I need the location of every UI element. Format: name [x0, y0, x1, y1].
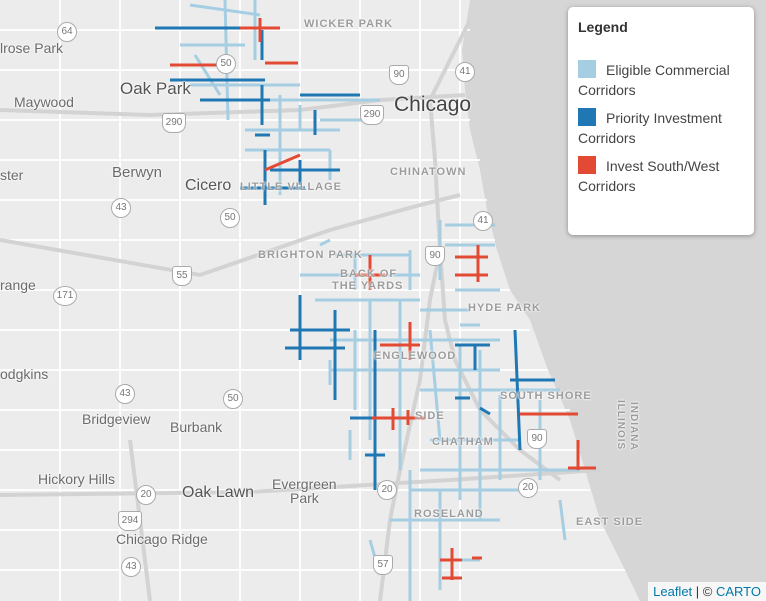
- route-shield-43: 43: [111, 198, 131, 218]
- place-label-evergreen-park-1: Evergreen: [272, 476, 337, 492]
- legend-label-invest-south-west: Invest South/West Corridors: [578, 158, 720, 194]
- place-label-back-of-the-yards-2: THE YARDS: [332, 280, 404, 292]
- place-label-oak-park: Oak Park: [120, 79, 191, 98]
- place-label-evergreen-park-2: Park: [290, 490, 319, 506]
- attribution-separator: | ©: [692, 584, 716, 599]
- legend-title: Legend: [578, 19, 628, 35]
- place-label-cicero: Cicero: [185, 177, 232, 194]
- place-label-wicker-park: WICKER PARK: [304, 18, 394, 30]
- route-shield-50-cicero: 50: [220, 208, 240, 228]
- route-shield-171: 171: [53, 286, 77, 306]
- place-label-chicago: Chicago: [394, 93, 472, 116]
- place-label-chinatown: CHINATOWN: [390, 166, 467, 178]
- legend-item-invest-south-west: Invest South/West Corridors: [578, 156, 744, 196]
- place-label-range: range: [0, 277, 36, 293]
- place-label-brighton-park: BRIGHTON PARK: [258, 249, 363, 261]
- place-label-maywood: Maywood: [14, 94, 74, 110]
- place-label-indiana: INDIANA: [628, 402, 639, 451]
- place-label-back-of-the-yards-1: BACK OF: [340, 268, 398, 280]
- legend-swatch-invest-south-west: [578, 156, 596, 174]
- legend-label-priority: Priority Investment Corridors: [578, 110, 722, 146]
- place-label-elmwood-park: lrose Park: [0, 40, 64, 56]
- place-label-south-side: SIDE: [415, 410, 445, 422]
- place-label-south-shore: SOUTH SHORE: [500, 390, 592, 402]
- legend-swatch-eligible: [578, 60, 596, 78]
- place-label-berwyn: Berwyn: [112, 164, 163, 181]
- route-shield-20-east: 20: [518, 478, 538, 498]
- place-label-bridgeview: Bridgeview: [82, 411, 151, 427]
- place-label-hyde-park: HYDE PARK: [468, 302, 541, 314]
- interstate-shield-294: 294: [118, 511, 142, 531]
- carto-link[interactable]: CARTO: [715, 584, 761, 599]
- legend-panel: Legend Eligible Commercial Corridors Pri…: [568, 7, 754, 235]
- place-label-englewood: ENGLEWOOD: [374, 350, 457, 362]
- map-attribution: Leaflet | © CARTO: [648, 582, 766, 601]
- route-shield-50-south: 50: [223, 389, 243, 409]
- route-shield-41: 41: [455, 62, 475, 82]
- route-shield-50: 50: [216, 54, 236, 74]
- place-label-chicago-ridge: Chicago Ridge: [116, 531, 208, 547]
- place-label-odgkins: odgkins: [0, 366, 49, 382]
- place-label-ster: ster: [0, 167, 24, 183]
- interstate-shield-57: 57: [373, 555, 393, 575]
- place-label-oak-lawn: Oak Lawn: [182, 484, 255, 501]
- place-label-illinois: ILLINOIS: [615, 400, 626, 451]
- legend-label-eligible: Eligible Commercial Corridors: [578, 62, 730, 98]
- interstate-shield-55: 55: [172, 266, 192, 286]
- interstate-shield-290-east: 290: [360, 105, 384, 125]
- legend-item-eligible: Eligible Commercial Corridors: [578, 60, 744, 100]
- interstate-shield-90: 90: [389, 65, 409, 85]
- invest-south-west-corridors[interactable]: [170, 18, 596, 580]
- priority-corridors[interactable]: [155, 26, 555, 490]
- legend-item-priority: Priority Investment Corridors: [578, 108, 744, 148]
- route-shield-41-south: 41: [473, 211, 493, 231]
- place-label-east-side: EAST SIDE: [576, 516, 644, 528]
- place-label-chatham: CHATHAM: [432, 436, 494, 448]
- place-label-hickory-hills: Hickory Hills: [38, 471, 115, 487]
- route-shield-20-west: 20: [136, 485, 156, 505]
- place-label-burbank: Burbank: [170, 419, 223, 435]
- route-shield-64: 64: [57, 22, 77, 42]
- interstate-shield-90-south: 90: [425, 246, 445, 266]
- route-shield-20-central: 20: [377, 480, 397, 500]
- leaflet-link[interactable]: Leaflet: [653, 584, 693, 599]
- interstate-shield-90-chatham: 90: [527, 429, 547, 449]
- route-shield-43-south: 43: [115, 384, 135, 404]
- place-label-little-village: LITTLE VILLAGE: [240, 181, 342, 193]
- place-label-roseland: ROSELAND: [414, 508, 484, 520]
- legend-swatch-priority: [578, 108, 596, 126]
- route-shield-43-far-south: 43: [121, 557, 141, 577]
- interstate-shield-290: 290: [162, 113, 186, 133]
